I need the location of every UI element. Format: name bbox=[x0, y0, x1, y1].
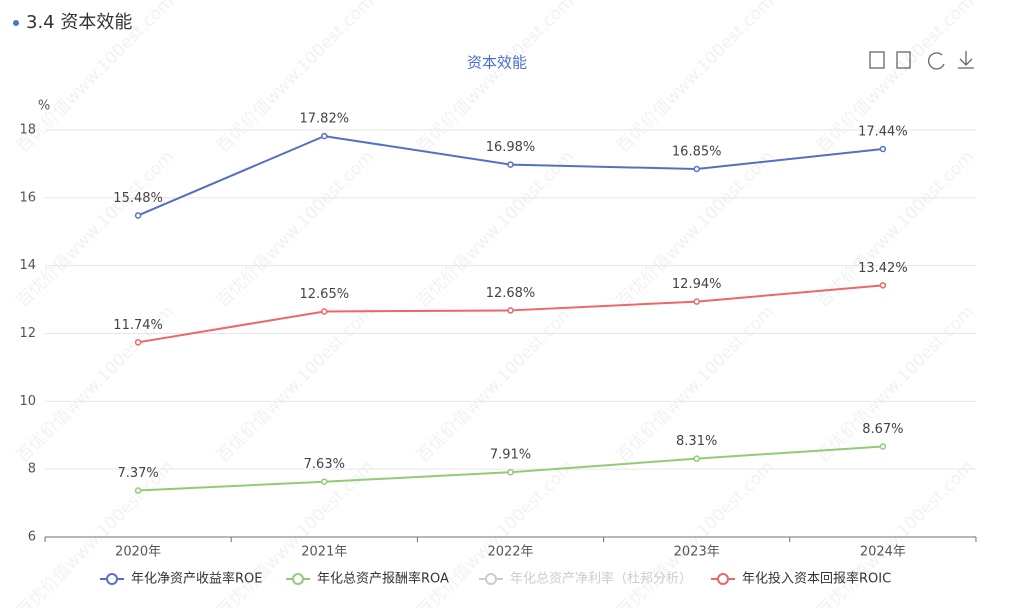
point bbox=[879, 443, 887, 450]
point bbox=[693, 298, 700, 305]
legend-label: 年化净资产收益率ROE bbox=[131, 571, 262, 587]
point bbox=[693, 455, 700, 462]
point bbox=[879, 282, 887, 289]
data-label: 8.67% bbox=[862, 422, 903, 437]
point bbox=[507, 468, 514, 476]
point bbox=[134, 212, 142, 219]
toolbox[interactable] bbox=[869, 51, 974, 70]
point bbox=[693, 165, 700, 173]
watermark: 百优价值www.100est.com bbox=[213, 147, 378, 312]
x-tick-label: 2021年 bbox=[301, 545, 347, 560]
tool-save[interactable] bbox=[958, 51, 974, 69]
header-dot bbox=[13, 20, 19, 26]
legend-item[interactable]: 年化总资产净利率（杜邦分析） bbox=[479, 571, 692, 587]
y-tick-label: 6 bbox=[28, 530, 36, 545]
point bbox=[321, 132, 328, 140]
watermark: 百优价值www.100est.com bbox=[813, 302, 978, 467]
watermark: 百优价值www.100est.com bbox=[213, 0, 378, 157]
data-label: 11.74% bbox=[113, 318, 163, 333]
data-label: 7.91% bbox=[490, 448, 531, 463]
y-tick-label: 16 bbox=[19, 190, 36, 205]
watermark: 百优价值www.100est.com bbox=[413, 0, 578, 157]
tool-restore[interactable] bbox=[927, 52, 945, 70]
data-label: 16.98% bbox=[486, 140, 536, 155]
chart-title: 资本效能 bbox=[467, 54, 527, 72]
point bbox=[879, 145, 887, 153]
legend-marker bbox=[485, 573, 497, 585]
legend-item[interactable]: 年化净资产收益率ROE bbox=[100, 571, 262, 587]
data-label: 7.63% bbox=[304, 457, 345, 472]
point bbox=[134, 487, 142, 494]
x-tick-label: 2020年 bbox=[115, 545, 161, 560]
data-label: 12.65% bbox=[300, 287, 350, 302]
data-label: 16.85% bbox=[672, 145, 722, 160]
legend-marker bbox=[292, 573, 304, 585]
watermark: 百优价值www.100est.com bbox=[813, 147, 978, 312]
legend-item[interactable]: 年化总资产报酬率ROA bbox=[286, 571, 449, 587]
y-unit: % bbox=[38, 99, 50, 114]
legend-label: 年化总资产净利率（杜邦分析） bbox=[510, 571, 692, 587]
legend-label: 年化投入资本回报率ROIC bbox=[742, 571, 891, 587]
x-tick-label: 2022年 bbox=[487, 545, 533, 560]
point bbox=[134, 339, 142, 346]
y-tick-label: 10 bbox=[19, 394, 36, 409]
y-tick-label: 12 bbox=[19, 326, 36, 341]
watermark: 百优价值www.100est.com bbox=[413, 302, 578, 467]
watermark: 百优价值www.100est.com bbox=[13, 147, 178, 312]
x-tick-label: 2023年 bbox=[674, 545, 720, 560]
legend-marker bbox=[717, 573, 729, 585]
point bbox=[507, 161, 514, 168]
data-label: 17.82% bbox=[300, 112, 350, 127]
y-tick-label: 14 bbox=[19, 258, 36, 273]
legend-item[interactable]: 年化投入资本回报率ROIC bbox=[711, 571, 891, 587]
y-tick-label: 8 bbox=[28, 462, 36, 477]
legend-label: 年化总资产报酬率ROA bbox=[317, 571, 449, 587]
data-label: 12.94% bbox=[672, 277, 722, 292]
section-title: 3.4 资本效能 bbox=[26, 12, 132, 33]
data-label: 15.48% bbox=[113, 191, 163, 206]
data-label: 7.37% bbox=[117, 466, 158, 481]
data-label: 13.42% bbox=[858, 261, 908, 276]
data-label: 17.44% bbox=[858, 124, 908, 139]
point bbox=[321, 478, 328, 485]
watermark: 百优价值www.100est.com bbox=[613, 0, 778, 157]
legend-marker bbox=[106, 573, 118, 585]
point bbox=[321, 308, 328, 315]
point bbox=[507, 307, 514, 314]
tool-data-view[interactable] bbox=[869, 51, 885, 69]
data-label: 8.31% bbox=[676, 434, 717, 449]
tool-zoom[interactable] bbox=[896, 51, 911, 69]
data-label: 12.68% bbox=[486, 286, 536, 301]
y-tick-label: 18 bbox=[19, 123, 36, 138]
x-tick-label: 2024年 bbox=[860, 545, 906, 560]
